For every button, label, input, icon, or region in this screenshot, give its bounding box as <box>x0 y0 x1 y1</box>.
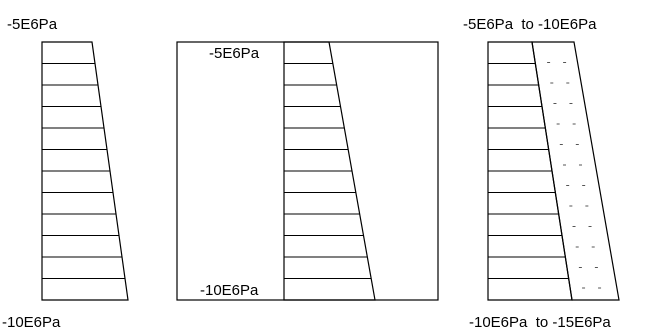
right-variation-dot <box>569 205 573 207</box>
right-variation-dot <box>575 246 579 248</box>
right-variation-dot <box>550 82 554 84</box>
right-variation-dot <box>572 226 576 227</box>
right-variation-dot <box>578 267 582 268</box>
right-variation-dot <box>569 103 573 104</box>
right-variation-dot <box>575 144 579 145</box>
right-variation-dot <box>582 185 586 186</box>
right-variation-dot <box>566 185 570 186</box>
right-pressure-profile: -5E6Pa to -10E6Pa -10E6Pa to -15E6Pa <box>463 16 620 331</box>
right-variation-dot <box>572 123 576 125</box>
right-variation-dot <box>556 123 560 125</box>
right-variation-dot <box>562 164 566 166</box>
middle-pressure-profile: -5E6Pa -10E6Pa <box>176 41 439 301</box>
left-hatch-lines <box>42 63 125 279</box>
right-variation-dot <box>563 62 567 63</box>
right-variation-dot <box>588 226 592 227</box>
right-top-label: -5E6Pa to -10E6Pa <box>463 16 597 33</box>
right-variation-dot <box>585 205 589 207</box>
right-variation-dot <box>591 246 595 248</box>
right-variation-dot <box>598 287 602 289</box>
left-top-label: -5E6Pa <box>7 16 58 33</box>
right-variation-dot <box>582 287 586 289</box>
right-variation-dot <box>559 144 563 145</box>
right-variation-dot <box>566 82 570 84</box>
right-hatch-lines <box>488 63 569 279</box>
middle-bottom-label: -10E6Pa <box>200 282 259 299</box>
right-variation-dot <box>594 267 598 268</box>
middle-top-label: -5E6Pa <box>209 45 260 62</box>
left-pressure-profile: -5E6Pa -10E6Pa <box>2 16 129 331</box>
left-bottom-label: -10E6Pa <box>2 314 61 331</box>
right-variation-dots <box>547 62 602 289</box>
middle-hatch-lines <box>284 63 372 279</box>
right-variation-dot <box>547 62 551 63</box>
right-bottom-label: -10E6Pa to -15E6Pa <box>469 314 611 331</box>
right-variation-dot <box>578 164 582 166</box>
right-variation-dot <box>553 103 557 104</box>
